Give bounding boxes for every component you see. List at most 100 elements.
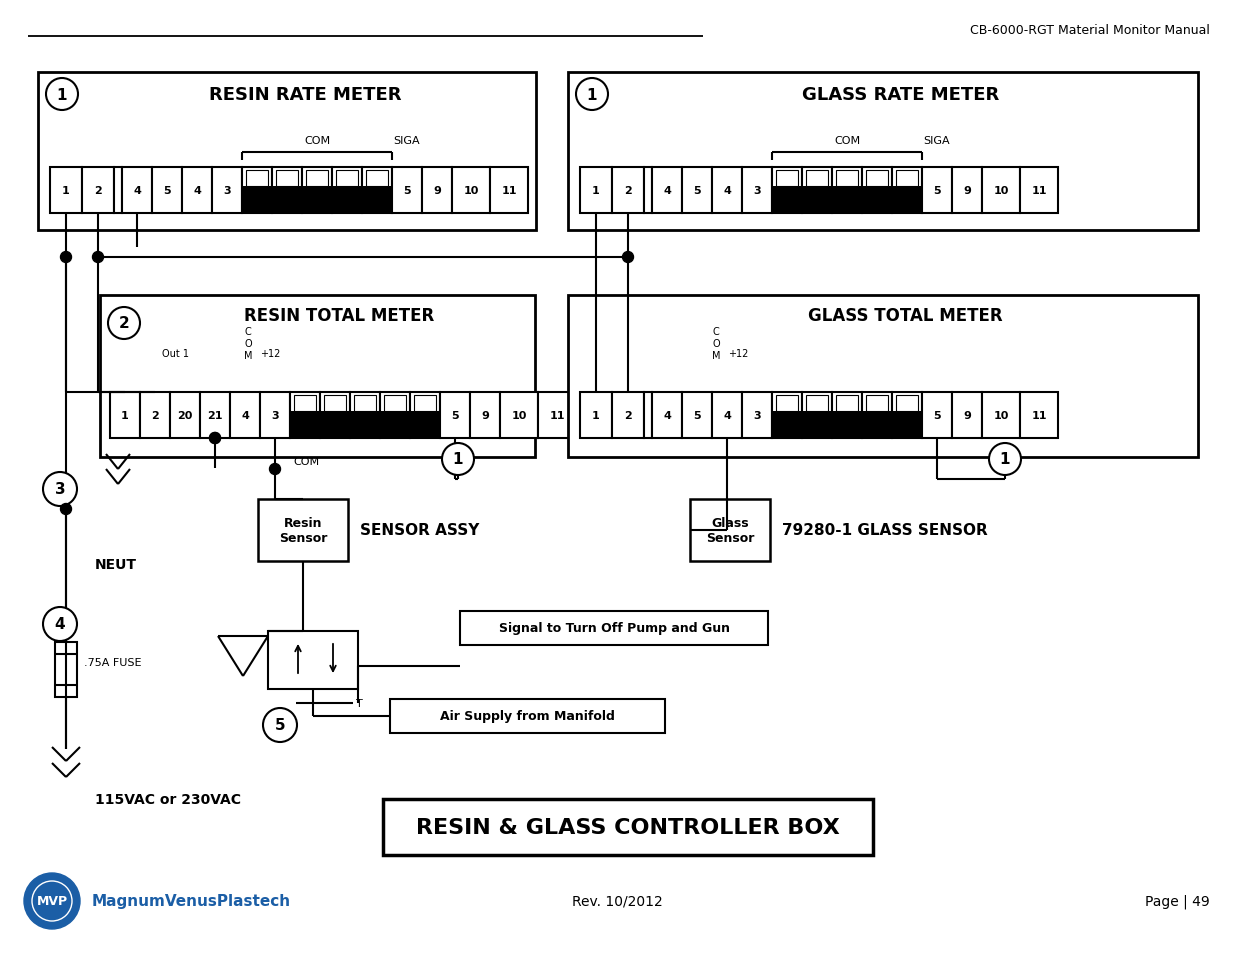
Bar [776, 171, 798, 187]
Text: CB-6000-RGT Material Monitor Manual: CB-6000-RGT Material Monitor Manual [971, 24, 1210, 36]
Bar [893, 187, 921, 213]
Text: 10: 10 [463, 186, 479, 195]
Text: 5: 5 [934, 186, 941, 195]
Text: 2: 2 [624, 186, 632, 195]
Text: 4: 4 [722, 186, 731, 195]
Bar [893, 412, 921, 437]
Bar [803, 412, 831, 437]
Text: 2: 2 [119, 316, 130, 331]
Bar [410, 393, 440, 438]
Circle shape [210, 433, 221, 444]
Bar [422, 168, 452, 213]
Text: 2: 2 [151, 411, 159, 420]
Bar [390, 700, 664, 733]
Bar [268, 631, 358, 689]
Bar [776, 395, 798, 412]
Bar [380, 393, 410, 438]
Circle shape [263, 708, 296, 742]
Text: 5: 5 [163, 186, 170, 195]
Text: 4: 4 [663, 411, 671, 420]
Text: 9: 9 [963, 186, 971, 195]
Bar [923, 168, 952, 213]
Text: SIGA: SIGA [924, 136, 950, 146]
Bar [391, 168, 422, 213]
Bar [383, 800, 873, 855]
Bar [613, 168, 643, 213]
Text: 5: 5 [274, 718, 285, 733]
Bar [38, 73, 536, 231]
Text: 11: 11 [550, 411, 564, 420]
Text: 3: 3 [753, 186, 761, 195]
Bar [353, 395, 377, 412]
Text: 9: 9 [482, 411, 489, 420]
Bar [580, 393, 613, 438]
Text: Page | 49: Page | 49 [1145, 894, 1210, 908]
Bar [212, 168, 242, 213]
Bar [690, 499, 769, 561]
Bar [324, 395, 346, 412]
Text: RESIN TOTAL METER: RESIN TOTAL METER [245, 307, 435, 325]
Bar [291, 412, 319, 437]
Circle shape [989, 443, 1021, 476]
Bar [351, 412, 379, 437]
Bar [303, 168, 332, 213]
Text: 4: 4 [722, 411, 731, 420]
Bar [200, 393, 230, 438]
Bar [258, 499, 348, 561]
Bar [892, 393, 923, 438]
Bar [275, 171, 299, 187]
Bar [772, 393, 802, 438]
Text: 1: 1 [453, 452, 463, 467]
Bar [643, 168, 652, 213]
Bar [122, 168, 152, 213]
Text: 3: 3 [224, 186, 231, 195]
Text: .75A FUSE: .75A FUSE [84, 658, 142, 667]
Bar [773, 412, 802, 437]
Circle shape [622, 253, 634, 263]
Bar [832, 168, 862, 213]
Bar [713, 393, 742, 438]
Bar [170, 393, 200, 438]
Bar [982, 393, 1020, 438]
Text: +12: +12 [727, 349, 748, 358]
Bar [713, 168, 742, 213]
Bar [350, 393, 380, 438]
Text: 4: 4 [54, 617, 65, 632]
Bar [643, 393, 652, 438]
Bar [49, 168, 82, 213]
Bar [862, 393, 892, 438]
Bar [805, 171, 829, 187]
Circle shape [107, 308, 140, 339]
Text: COM: COM [293, 456, 319, 467]
Bar [568, 73, 1198, 231]
Circle shape [210, 433, 221, 444]
Text: Signal to Turn Off Pump and Gun: Signal to Turn Off Pump and Gun [499, 622, 730, 635]
Bar [56, 642, 77, 698]
Text: SENSOR ASSY: SENSOR ASSY [359, 523, 479, 537]
Text: 1: 1 [592, 411, 600, 420]
Circle shape [43, 607, 77, 641]
Bar [568, 295, 1198, 457]
Bar [471, 393, 500, 438]
Text: 4: 4 [241, 411, 249, 420]
Text: 9: 9 [963, 411, 971, 420]
Text: 3: 3 [753, 411, 761, 420]
Bar [305, 171, 329, 187]
Bar [321, 412, 350, 437]
Bar [836, 395, 858, 412]
Bar [82, 168, 114, 213]
Text: 3: 3 [272, 411, 279, 420]
Text: 4: 4 [133, 186, 141, 195]
Bar [866, 395, 888, 412]
Text: 1: 1 [592, 186, 600, 195]
Circle shape [442, 443, 474, 476]
Text: 5: 5 [934, 411, 941, 420]
Bar [363, 187, 391, 213]
Bar [459, 612, 768, 645]
Bar [742, 168, 772, 213]
Text: 4: 4 [193, 186, 201, 195]
Text: 79280-1 GLASS SENSOR: 79280-1 GLASS SENSOR [782, 523, 988, 537]
Bar [923, 393, 952, 438]
Text: +12: +12 [259, 349, 280, 358]
Bar [892, 168, 923, 213]
